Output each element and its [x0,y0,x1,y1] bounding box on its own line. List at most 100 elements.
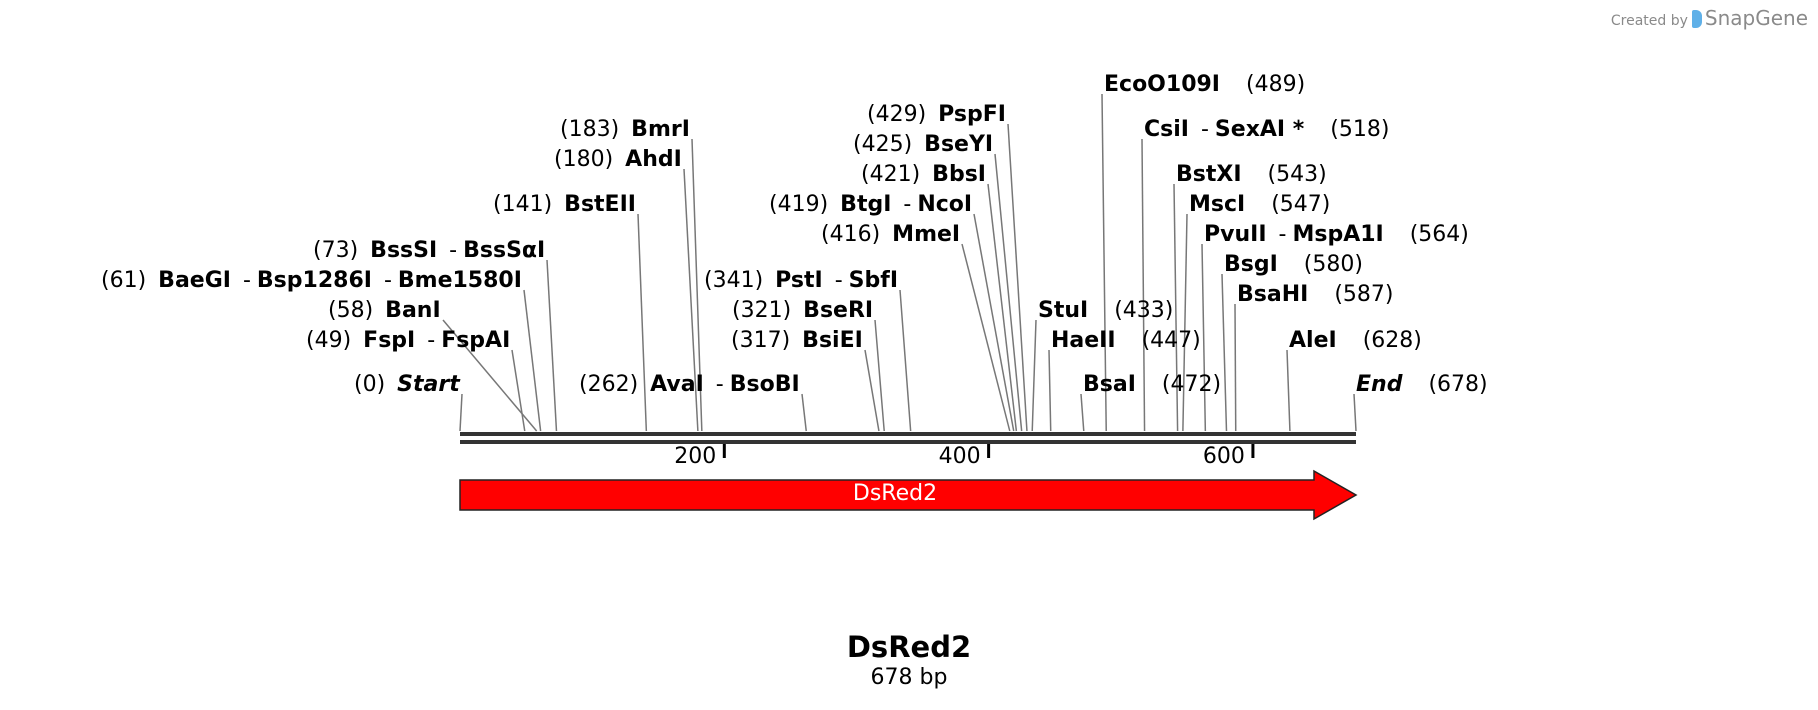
site-label: (321) BseRI [732,298,873,324]
site-position: (421) [861,162,921,187]
site-connector [546,259,558,432]
site-label: (262) AvaI - BsoBI [579,372,800,398]
site-label: (180) AhdI [554,147,682,173]
site-connector [864,349,880,432]
site-connector [442,319,538,432]
feature-arrow-group [459,469,1358,521]
site-position: (564) [1409,222,1469,247]
site-label: (49) FspI - FspAI [306,328,510,354]
enzyme-name: FspI [363,328,416,353]
site-label: CsiI - SexAI * (518) [1144,117,1389,143]
scale-tick-200 [722,444,726,458]
site-position: (58) [328,298,374,323]
enzyme-name: AhdI [625,147,682,172]
site-label: EcoO109I (489) [1104,72,1305,98]
enzyme-name: AvaI [650,372,704,397]
name-separator: - [834,268,843,293]
snapgene-credit: Created by SnapGene [1611,6,1808,30]
scale-tick-label: 400 [938,444,981,469]
site-connector [1031,319,1037,432]
site-position: (547) [1271,192,1331,217]
site-label: (141) BstEII [493,192,636,218]
enzyme-name: End [1356,372,1403,397]
site-label: (0) Start [354,372,460,398]
enzyme-name: BmrI [631,117,690,142]
site-position: (433) [1114,298,1174,323]
site-connector [637,213,648,432]
enzyme-name: BseRI [803,298,874,323]
enzyme-name: Bsp1286I [256,268,372,293]
enzyme-name: BssSI [370,238,438,263]
site-label: (73) BssSI - BssSαI [313,238,545,264]
enzyme-name: BsaHI [1237,282,1309,307]
site-connector [511,349,526,432]
enzyme-name: CsiI [1144,117,1189,142]
sequence-title: DsRed2 [846,630,972,664]
site-label: BsaHI (587) [1237,282,1393,308]
scale-tick-400 [987,444,991,458]
site-label: (429) PspFI [867,102,1006,128]
enzyme-name: PstI [775,268,823,293]
name-separator: - [1278,222,1287,247]
enzyme-name: PvuII [1204,222,1267,247]
site-label: (317) BsiEI [731,328,863,354]
site-position: (262) [579,372,639,397]
site-connector [1201,243,1207,432]
name-separator: - [242,268,251,293]
site-label: (61) BaeGI - Bsp1286I - Bme1580I [101,268,522,294]
scale-tick-label: 200 [674,444,717,469]
site-position: (341) [704,268,764,293]
site-connector [961,243,1011,432]
site-position: (49) [306,328,352,353]
site-connector [1080,393,1085,432]
site-position: (628) [1362,328,1422,353]
site-connector [1182,213,1188,432]
enzyme-name: BbsI [932,162,986,187]
site-connector [973,213,1015,432]
site-position: (419) [769,192,829,217]
site-label: End (678) [1356,372,1488,398]
scale-tick-label: 600 [1202,444,1245,469]
site-connector [691,138,703,432]
site-position: (678) [1428,372,1488,397]
site-connectors [442,93,1357,432]
site-position: (141) [493,192,553,217]
dna-backbone [460,432,1356,444]
enzyme-name: BtgI [840,192,892,217]
site-position: (580) [1303,252,1363,277]
site-position: (489) [1246,72,1306,97]
enzyme-name: AleI [1289,328,1337,353]
enzyme-name: FspAI [441,328,511,353]
enzyme-name: MmeI [892,222,961,247]
site-connector [1286,349,1291,432]
site-connector [1007,123,1028,432]
site-label: (416) MmeI [821,222,960,248]
enzyme-name: MspA1I [1292,222,1384,247]
site-connector [1221,273,1228,432]
site-position: (317) [731,328,791,353]
enzyme-name: BstEII [564,192,636,217]
site-label: HaeII (447) [1051,328,1201,354]
site-connector [1353,393,1357,432]
name-separator: - [903,192,912,217]
name-separator: - [1200,117,1209,142]
site-connector [1173,183,1179,432]
site-position: (518) [1330,117,1390,142]
name-separator: - [715,372,724,397]
site-connector [899,289,912,432]
site-connector [801,393,807,432]
enzyme-name: NcoI [917,192,973,217]
site-connector [683,168,699,432]
site-connector [1048,349,1052,432]
backbone-strand-top [460,432,1356,436]
enzyme-name: BsgI [1224,252,1278,277]
enzyme-name: PspFI [938,102,1006,127]
site-position: (429) [867,102,927,127]
site-connector [459,393,463,432]
enzyme-name: BseYI [924,132,994,157]
site-position: (0) [354,372,386,397]
site-connector [1141,138,1146,432]
enzyme-name: BstXI [1176,162,1242,187]
site-position: (447) [1141,328,1201,353]
